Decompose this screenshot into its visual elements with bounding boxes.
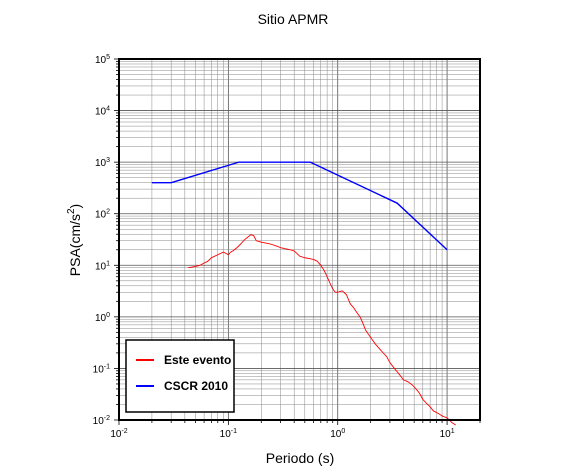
svg-text:PSA(cm/s2): PSA(cm/s2) (66, 204, 83, 276)
y-tick-label: 102 (95, 209, 110, 221)
y-axis-label: PSA(cm/s2) (66, 204, 83, 276)
chart-title: Sitio APMR (258, 11, 329, 27)
legend: Este evento CSCR 2010 (125, 339, 235, 413)
series-line-2 (151, 161, 448, 251)
y-tick-label: 103 (95, 157, 110, 169)
tick-labels: 10-2 10-1 100 101 10-2 10-1 100 101 102 103 104 105 (93, 54, 455, 440)
y-axis-label-text: PSA(cm/s (67, 214, 83, 276)
y-axis-label-exp: 2 (66, 208, 77, 214)
x-tick-label: 101 (440, 428, 455, 440)
y-tick-label: 100 (95, 312, 110, 324)
legend-label-2: CSCR 2010 (164, 379, 228, 393)
y-tick-label: 10-1 (93, 363, 110, 375)
x-tick-label: 10-1 (220, 428, 237, 440)
legend-box (125, 339, 235, 413)
plot-frame (118, 58, 481, 421)
legend-label-1: Este evento (164, 353, 231, 367)
x-tick-label: 100 (330, 428, 345, 440)
y-tick-label: 10-2 (93, 415, 110, 427)
y-tick-label: 105 (95, 54, 110, 66)
series-line-1 (188, 234, 456, 426)
x-tick-label: 10-2 (110, 428, 127, 440)
ticks (114, 58, 481, 425)
y-tick-label: 104 (95, 106, 110, 118)
x-axis-label: Periodo (s) (266, 450, 334, 466)
y-axis-label-close: ) (67, 204, 83, 209)
data-series (151, 161, 456, 426)
y-tick-label: 101 (95, 260, 110, 272)
